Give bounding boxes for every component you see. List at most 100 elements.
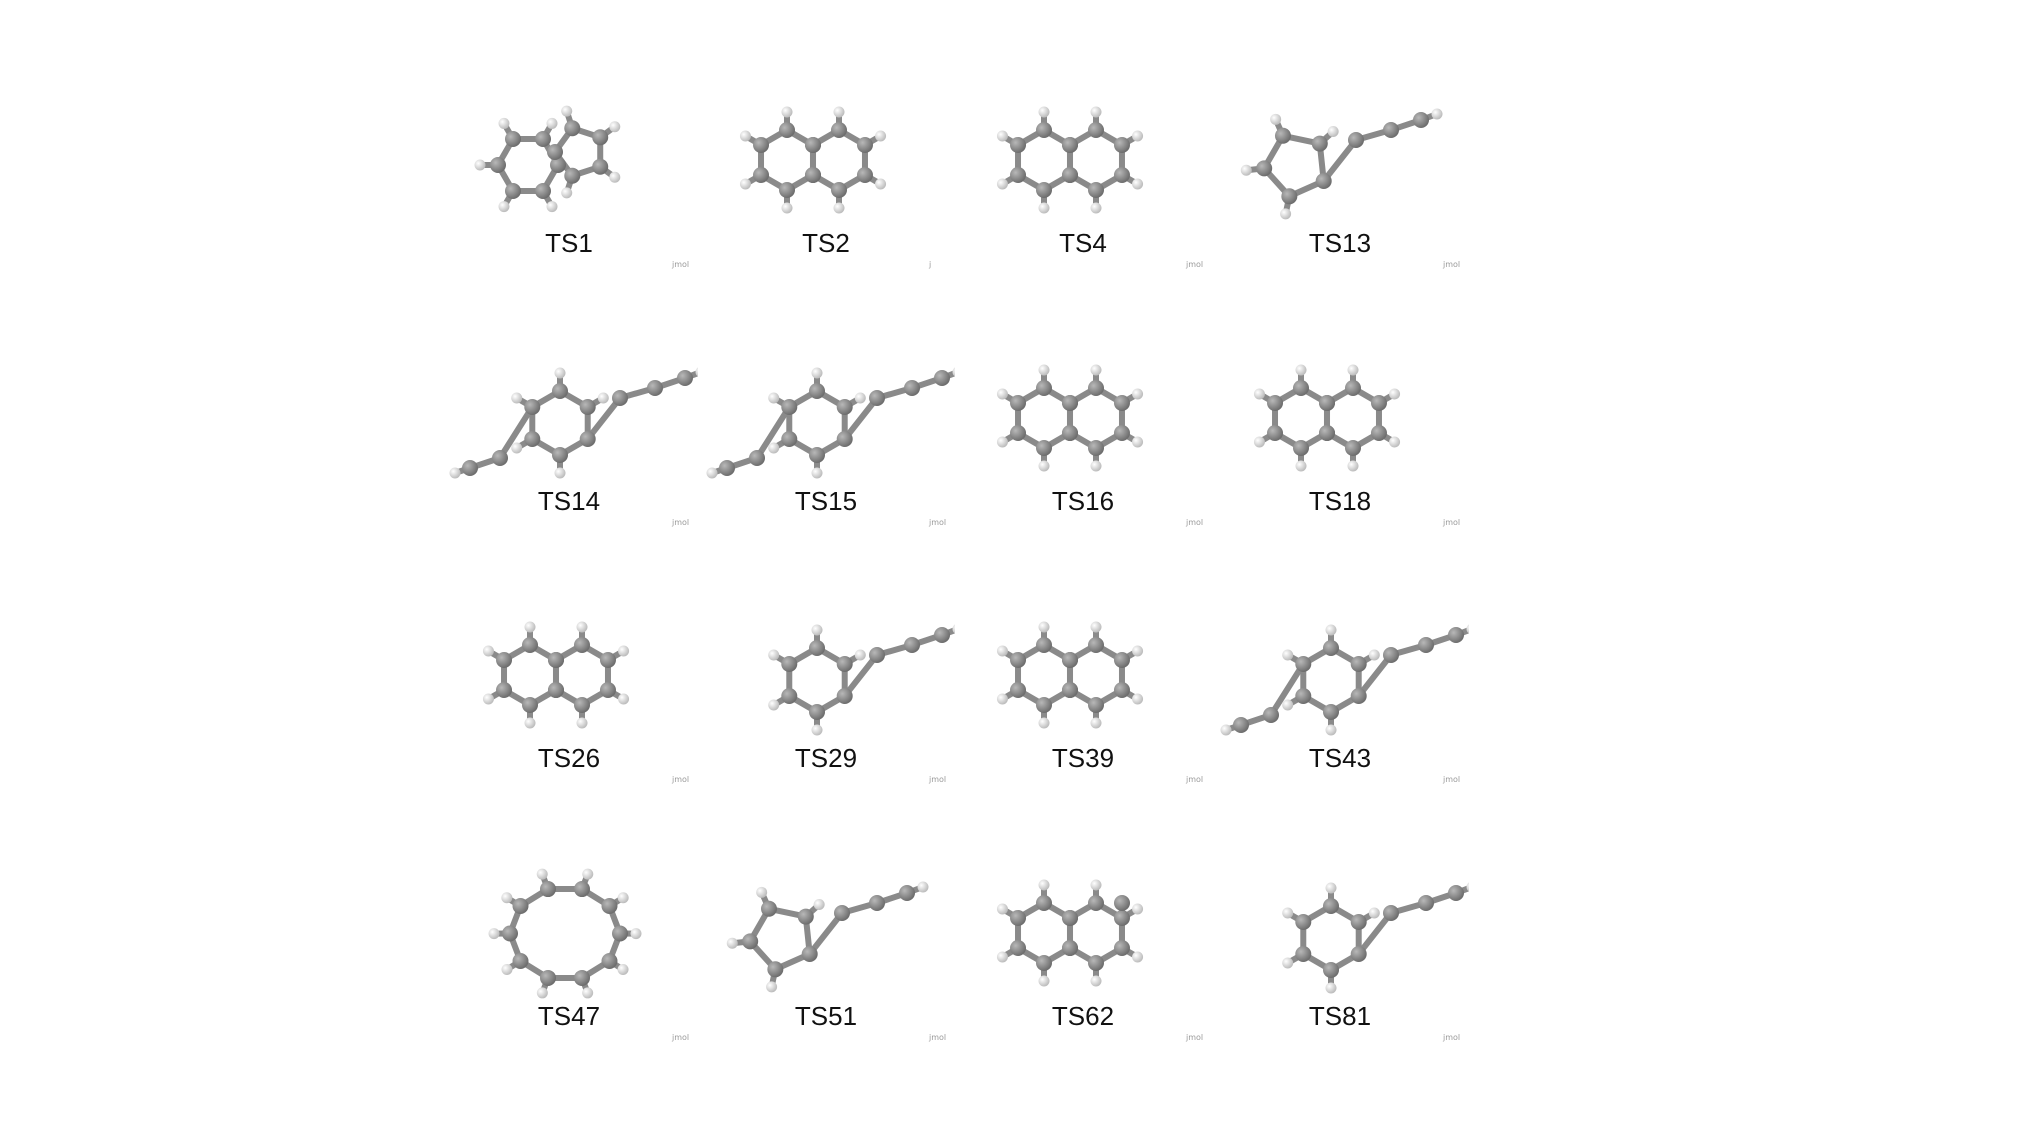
carbon-atom [742,933,759,950]
carbon-atom [573,969,590,986]
hydrogen-atom [524,717,536,729]
carbon-atom [647,380,663,396]
bond [1320,137,1359,184]
carbon-atom [1088,122,1104,138]
carbon-atom [1010,425,1027,441]
hydrogen-atom [952,367,955,377]
carbon-atom [1062,910,1079,926]
hydrogen-atom [781,202,793,214]
hydrogen-atom [1325,624,1337,636]
carbon-atom [1113,910,1130,926]
bond [584,395,623,442]
hydrogen-atom [996,693,1008,705]
jmol-watermark: jmol [1443,1033,1461,1042]
carbon-atom [797,908,814,925]
hydrogen-atom [1327,126,1339,138]
bond [754,404,793,461]
carbon-atom [1010,910,1027,926]
carbon-atom [462,460,478,476]
hydrogen-atom [1282,957,1294,969]
carbon-atom [1010,652,1027,668]
carbon-atom [522,637,538,653]
carbon-atom [1088,637,1104,653]
molecule-label: TS16 [1051,486,1115,516]
carbon-atom [781,688,798,704]
jmol-watermark: jmol [672,260,690,269]
carbon-atom [1383,122,1399,138]
hydrogen-atom [917,881,929,893]
hydrogen-atom [501,963,513,975]
hydrogen-atom [1295,364,1307,376]
carbon-atom [1267,395,1284,411]
carbon-atom [1010,940,1027,956]
molecule-panel: TS29 jmol [697,585,955,843]
carbon-atom [1319,395,1336,411]
hydrogen-atom [768,649,780,661]
hydrogen-atom [811,624,823,636]
jmol-watermark: jmol [1186,775,1204,784]
hydrogen-atom [875,130,887,142]
carbon-atom [1010,682,1027,698]
hydrogen-atom [609,171,621,183]
carbon-atom [1113,137,1130,153]
hydrogen-atom [739,178,751,190]
molecule-label: TS13 [1308,228,1372,258]
jmol-watermark: jmol [1186,518,1204,527]
hydrogen-atom [1090,106,1102,118]
carbon-atom [548,652,565,668]
hydrogen-atom [811,367,823,379]
molecule-panel: TS39 jmol [954,585,1212,843]
carbon-atom [1350,656,1367,672]
hydrogen-atom [875,178,887,190]
carbon-atom [502,925,518,942]
hydrogen-atom [474,159,486,171]
carbon-atom [1383,905,1399,921]
carbon-atom [1448,885,1464,901]
hydrogen-atom [768,699,780,711]
bond [806,910,845,957]
carbon-atom [1323,898,1339,914]
hydrogen-atom [695,367,698,377]
molecule-structure [996,879,1144,987]
molecule-panel: TS4 jmol [954,70,1212,328]
carbon-atom [1062,137,1079,153]
hydrogen-atom [996,130,1008,142]
hydrogen-atom [1389,388,1401,400]
jmol-watermark: jmol [1186,1033,1204,1042]
carbon-atom [753,167,770,183]
molecule-panel: TS1 jmol [440,70,698,328]
hydrogen-atom [768,392,780,404]
carbon-atom [1010,137,1027,153]
hydrogen-atom [1038,106,1050,118]
hydrogen-atom [1325,982,1337,994]
molecule-structure [1240,108,1443,220]
hydrogen-atom [1132,436,1144,448]
hydrogen-atom [833,106,845,118]
carbon-atom [1113,940,1130,956]
hydrogen-atom [1038,717,1050,729]
hydrogen-atom [1253,436,1265,448]
hydrogen-atom [952,624,955,634]
hydrogen-atom [756,886,768,898]
carbon-atom [490,157,506,173]
carbon-atom [535,182,551,199]
molecule-label: TS4 [1059,228,1107,258]
carbon-atom [574,637,590,653]
carbon-atom [524,399,541,415]
hydrogen-atom [618,645,630,657]
carbon-atom [805,137,822,153]
hydrogen-atom [1466,624,1469,634]
carbon-atom [599,682,616,698]
hydrogen-atom [536,987,548,999]
hydrogen-atom [1090,460,1102,472]
carbon-atom [592,158,609,175]
carbon-atom [809,383,825,399]
carbon-atom [550,157,566,173]
carbon-atom [904,380,920,396]
hydrogen-atom [617,892,629,904]
molecule-label: TS47 [537,1001,601,1031]
carbon-atom [1036,637,1052,653]
carbon-atom [781,399,798,415]
molecule-label: TS14 [537,486,601,516]
carbon-atom [1113,167,1130,183]
